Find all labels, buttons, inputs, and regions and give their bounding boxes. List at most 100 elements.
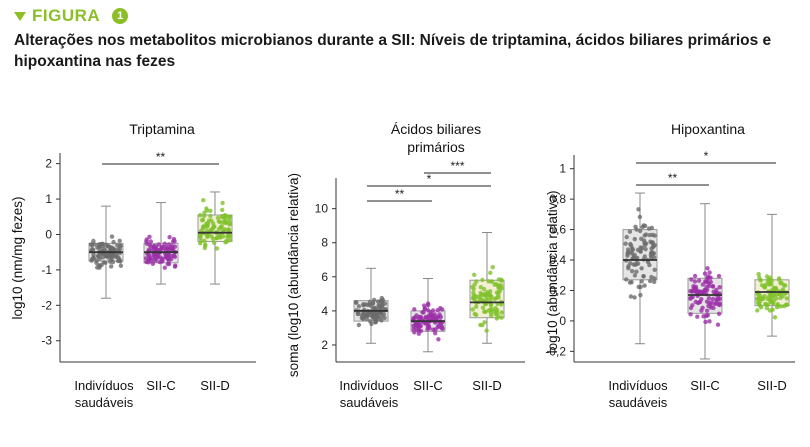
data-point xyxy=(702,271,708,276)
data-point xyxy=(94,258,100,263)
data-point xyxy=(220,200,225,206)
data-point xyxy=(494,290,500,295)
data-point xyxy=(200,217,206,223)
data-point xyxy=(703,279,709,285)
data-point xyxy=(493,312,498,317)
data-point xyxy=(625,253,630,258)
data-point xyxy=(118,243,123,248)
significance-label: * xyxy=(427,172,432,186)
data-point xyxy=(499,310,504,315)
data-point xyxy=(629,269,635,274)
data-point xyxy=(774,305,780,310)
y-tick-label: 6 xyxy=(321,270,328,284)
data-point xyxy=(690,303,695,308)
data-point xyxy=(90,247,96,252)
data-point xyxy=(118,259,123,264)
data-point xyxy=(214,235,219,241)
data-point xyxy=(475,294,481,300)
data-point xyxy=(172,254,178,259)
data-point xyxy=(699,308,704,313)
data-point xyxy=(361,314,366,320)
data-point xyxy=(784,302,789,307)
data-point xyxy=(762,284,767,289)
data-point xyxy=(764,302,769,307)
y-tick-label: 1 xyxy=(559,162,566,176)
data-point xyxy=(411,327,416,332)
data-point xyxy=(420,310,425,315)
data-point xyxy=(215,215,221,221)
data-point xyxy=(717,285,722,290)
data-point xyxy=(212,240,217,245)
panel-title: Triptamina xyxy=(129,121,195,137)
x-category-label: SII-D xyxy=(472,378,502,393)
data-point xyxy=(438,306,443,311)
data-point xyxy=(221,234,226,239)
x-category-label: SII-D xyxy=(200,378,230,393)
data-point xyxy=(227,220,232,226)
collapse-triangle-icon[interactable] xyxy=(14,11,26,21)
data-point xyxy=(226,227,231,232)
x-category-label: saudáveis xyxy=(609,395,668,410)
data-point xyxy=(88,242,94,247)
data-point xyxy=(144,241,150,246)
figure-title: Alterações nos metabolitos microbianos d… xyxy=(14,32,772,70)
data-point xyxy=(426,302,431,308)
data-point xyxy=(784,296,789,301)
data-point xyxy=(416,327,422,332)
significance-label: * xyxy=(704,149,709,163)
y-tick-label: 0 xyxy=(45,227,52,241)
panel-title-line2: primários xyxy=(407,139,465,155)
data-point xyxy=(432,312,437,317)
data-point xyxy=(150,261,156,266)
data-point xyxy=(472,311,477,317)
data-point xyxy=(757,299,763,304)
data-point xyxy=(162,241,167,246)
data-point xyxy=(717,296,723,301)
data-point xyxy=(118,263,124,268)
data-point xyxy=(198,235,203,240)
x-category-label: Indivíduos xyxy=(74,378,134,393)
significance-label: ** xyxy=(668,171,678,185)
data-point xyxy=(651,251,657,256)
data-point xyxy=(374,318,379,323)
data-point xyxy=(472,272,477,277)
data-point xyxy=(169,256,174,262)
x-category-label: SII-C xyxy=(146,378,176,393)
data-point xyxy=(227,238,233,243)
data-point xyxy=(705,274,711,279)
x-category-label: Indivíduos xyxy=(339,378,399,393)
data-point xyxy=(375,314,380,320)
data-point xyxy=(423,314,428,320)
data-point xyxy=(111,239,116,245)
data-point xyxy=(489,313,494,318)
data-point xyxy=(639,279,644,284)
data-point xyxy=(691,284,696,289)
significance-label: ** xyxy=(156,150,166,164)
data-point xyxy=(710,284,715,289)
data-point xyxy=(480,305,486,310)
data-point xyxy=(628,241,633,247)
data-point xyxy=(217,219,223,225)
data-point xyxy=(208,213,213,219)
data-point xyxy=(648,278,653,284)
data-point xyxy=(703,319,708,325)
data-point xyxy=(198,241,203,246)
data-point xyxy=(493,306,498,311)
y-tick-label: 2 xyxy=(321,338,328,352)
data-point xyxy=(643,247,648,252)
data-point xyxy=(627,229,633,234)
data-point xyxy=(708,279,713,285)
data-point xyxy=(153,258,158,263)
data-point xyxy=(96,263,102,268)
y-tick-label: 1 xyxy=(45,192,52,206)
data-point xyxy=(355,311,361,317)
data-point xyxy=(771,285,777,290)
data-point xyxy=(628,261,633,266)
data-point xyxy=(699,297,704,302)
y-tick-label: 0,2 xyxy=(549,283,566,297)
data-point xyxy=(412,307,417,312)
data-point xyxy=(647,232,652,238)
data-point xyxy=(697,290,702,295)
data-point xyxy=(629,280,634,285)
data-point xyxy=(481,286,487,292)
